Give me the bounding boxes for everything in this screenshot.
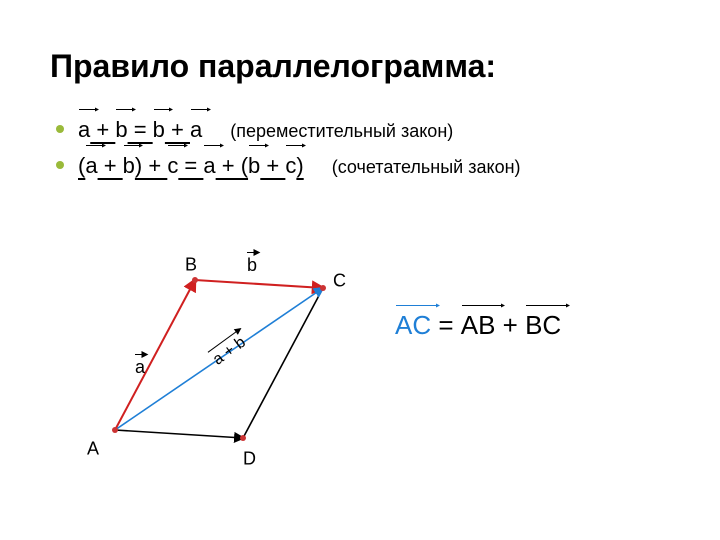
formula-eq: = — [431, 310, 461, 340]
formula-lhs: AC — [395, 310, 431, 341]
formula-plus: + — [495, 310, 525, 340]
svg-text:D: D — [243, 448, 256, 468]
svg-text:C: C — [333, 270, 346, 290]
parallelogram-diagram: A B C Da b a + b — [75, 240, 375, 480]
vector-formula: AC = AB + BC — [395, 310, 561, 341]
diagram-svg: A B C Da b a + b — [75, 240, 375, 480]
formula-r1: AB — [461, 310, 496, 341]
svg-text:a: a — [135, 357, 146, 377]
bullet-item: (a + b) + c = a + (b + c) (сочетательный … — [50, 149, 670, 183]
svg-text:b: b — [247, 255, 257, 275]
bullet-list: a + b = b + a (переместительный закон) (a … — [50, 113, 670, 183]
equation-note: (сочетательный закон) — [332, 157, 521, 177]
svg-text:A: A — [87, 438, 99, 458]
svg-text:B: B — [185, 254, 197, 274]
bullet-item: a + b = b + a (переместительный закон) — [50, 113, 670, 147]
equation-note: (переместительный закон) — [230, 121, 453, 141]
equation: (a + b) + c = a + (b + c) — [78, 149, 304, 183]
slide-title: Правило параллелограмма: — [50, 48, 670, 85]
equation: a + b = b + a — [78, 113, 202, 147]
svg-text:a + b: a + b — [210, 334, 249, 369]
formula-r2: BC — [525, 310, 561, 341]
